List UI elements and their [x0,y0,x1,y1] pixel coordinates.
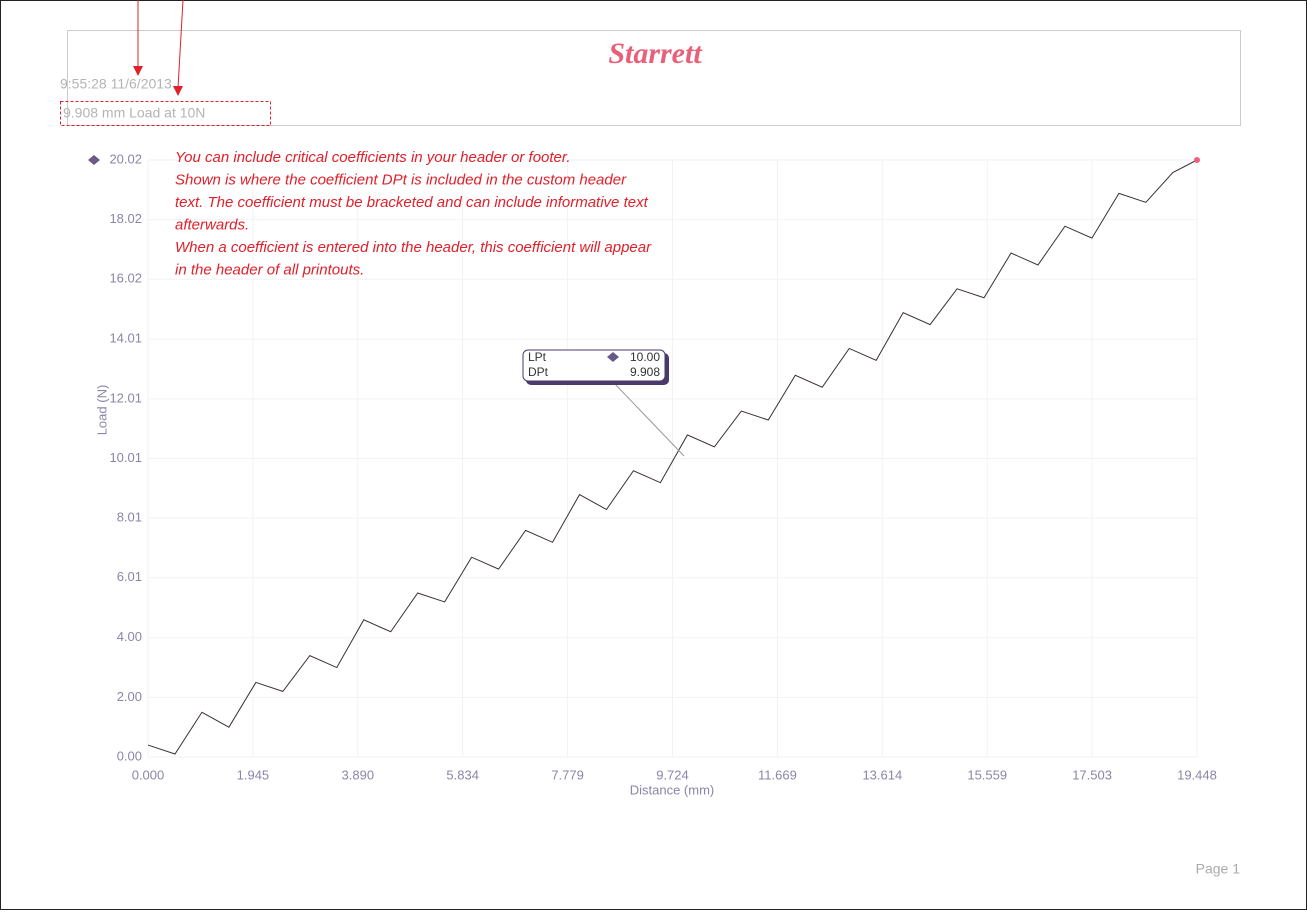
timestamp: 9:55:28 11/6/2013 [60,76,172,92]
annotation: When a coefficient is entered into the h… [175,239,652,256]
header-text: 9.908 mm Load at 10N [63,105,205,121]
marker-icon [88,155,100,165]
x-tick-label: 0.000 [132,767,165,782]
y-tick-label: 0.00 [117,748,142,763]
x-tick-label: 17.503 [1072,767,1112,782]
annotation: in the header of all printouts. [175,261,364,278]
x-tick-label: 5.834 [446,767,479,782]
tooltip-label: LPt [528,350,547,364]
y-tick-label: 12.01 [109,390,142,405]
x-tick-label: 7.779 [551,767,584,782]
tooltip [522,349,666,382]
arrow [177,0,184,89]
y-tick-label: 8.01 [117,510,142,525]
page-number: Page 1 [1196,861,1241,877]
y-tick-label: 16.02 [109,271,142,286]
tooltip-leader [614,383,685,457]
arrow-head [133,66,143,76]
arrow-head [173,86,183,96]
y-axis-label: Load (N) [94,385,109,436]
y-tick-label: 2.00 [117,689,142,704]
data-line [147,159,1198,755]
annotation: afterwards. [175,216,249,233]
y-tick-label: 18.02 [109,211,142,226]
highlight-box [60,101,271,126]
x-tick-label: 15.559 [967,767,1007,782]
y-tick-label: 6.01 [117,569,142,584]
annotation: text. The coefficient must be bracketed … [175,194,649,211]
y-tick-label: 10.01 [109,450,142,465]
x-tick-label: 1.945 [237,767,270,782]
header-box [67,30,1241,126]
annotation: You can include critical coefficients in… [175,149,571,166]
tooltip-value: 9.908 [630,365,660,379]
marker-icon [607,352,619,362]
x-tick-label: 19.448 [1177,767,1217,782]
x-tick-label: 13.614 [862,767,902,782]
tooltip-value: 10.00 [630,350,660,364]
x-tick-label: 11.669 [758,767,797,782]
annotation: Shown is where the coefficient DPt is in… [175,171,627,188]
x-tick-label: 9.724 [656,767,689,782]
x-tick-label: 3.890 [342,767,375,782]
tooltip-label: DPt [528,365,549,379]
logo: Starrett [608,37,703,70]
y-tick-label: 14.01 [109,331,142,346]
end-point [1194,157,1200,163]
y-tick-label: 4.00 [117,629,142,644]
y-tick-label: 20.02 [109,151,142,166]
x-axis-label: Distance (mm) [630,782,715,797]
